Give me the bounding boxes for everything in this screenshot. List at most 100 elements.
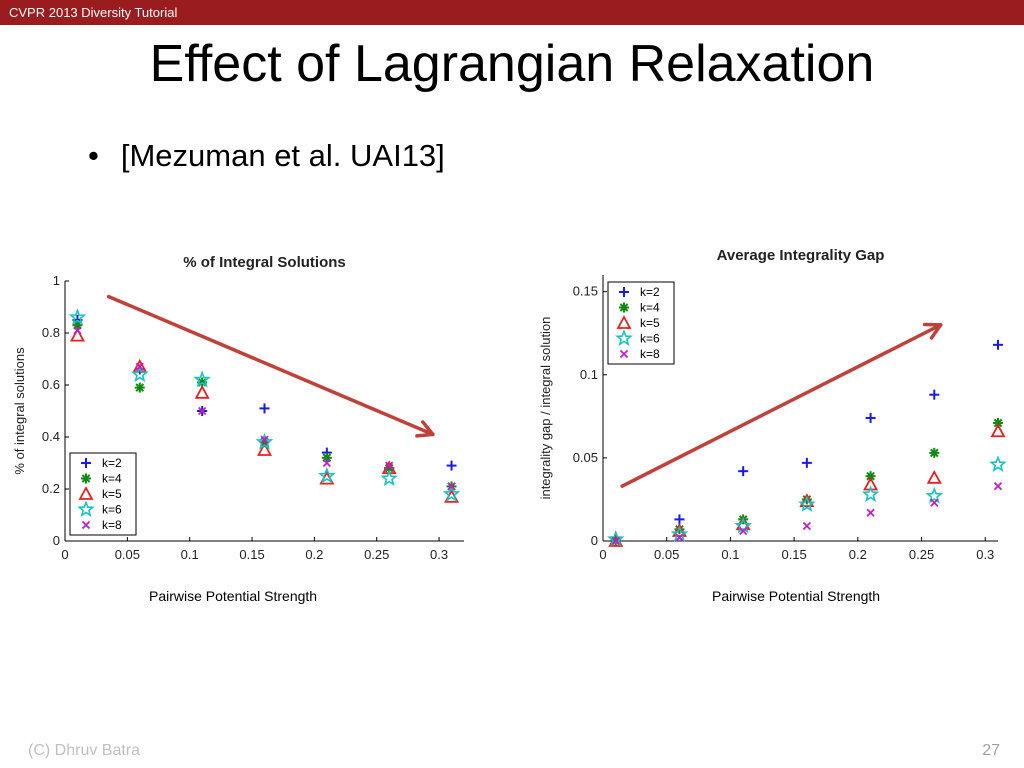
chart2-x-tick-label: 0.15: [781, 547, 806, 562]
chart2-point-k-2: [738, 466, 749, 477]
chart1-x-tick-label: 0: [61, 547, 68, 562]
chart1-y-tick-label: 0.4: [42, 429, 60, 444]
chart1-point-k-5: [194, 384, 210, 399]
chart1-legend-marker-k-6: [77, 500, 95, 517]
chart1-legend-marker-k-2: [81, 458, 91, 468]
chart1-x-tick-label: 0.15: [239, 547, 264, 562]
chart2-point-k-2: [674, 514, 685, 525]
chart2-x-tick-label: 0.05: [654, 547, 679, 562]
chart2-point-k-2: [865, 412, 876, 423]
chart1-legend-marker-k-8: [81, 520, 91, 530]
chart1-point-k-8: [135, 362, 144, 371]
chart1-point-k-8: [198, 406, 207, 416]
chart1-legend-marker-k-5: [78, 486, 94, 500]
chart2-point-k-8: [866, 508, 875, 517]
chart1-legend-label-k-4: k=4: [102, 472, 122, 486]
chart2-x-tick-label: 0.2: [849, 547, 867, 562]
chart1-y-tick-label: 0: [53, 533, 60, 548]
chart2-legend-label-k-5: k=5: [640, 316, 660, 330]
chart1-title: % of Integral Solutions: [183, 254, 346, 271]
chart1-x-tick-label: 0.05: [115, 547, 140, 562]
chart2-point-k-8: [930, 498, 939, 507]
chart2-legend-label-k-6: k=6: [640, 332, 660, 346]
page-number: 27: [982, 742, 1000, 759]
chart2-title: Average Integrality Gap: [717, 247, 885, 264]
chart2-point-k-8: [675, 533, 684, 542]
chart2-point-k-6: [989, 455, 1007, 473]
chart2-x-tick-label: 0.3: [976, 547, 994, 562]
chart1-point-k-8: [260, 435, 269, 444]
chart2-x-tick-label: 0.1: [721, 547, 739, 562]
chart2-legend-label-k-2: k=2: [640, 285, 660, 299]
chart2-legend-label-k-8: k=8: [640, 347, 660, 361]
chart1-point-k-5: [256, 442, 273, 456]
chart2-y-tick-label: 0.15: [573, 284, 598, 299]
chart2-point-k-5: [990, 423, 1006, 438]
chart1-x-tick-label: 0.25: [364, 547, 389, 562]
chart1-x-tick-label: 0.3: [430, 547, 448, 562]
chart1-point-k-6: [318, 466, 336, 484]
chart2-point-k-8: [993, 482, 1003, 491]
chart1-point-k-6: [68, 308, 87, 325]
bullet-item: • [Mezuman et al. UAI13]: [88, 138, 445, 174]
chart2-point-k-6: [734, 516, 752, 534]
chart2-point-k-8: [611, 536, 620, 546]
chart1-point-k-6: [380, 469, 398, 487]
chart2-legend-marker-k-4: [619, 302, 629, 313]
chart1-x-tick-label: 0.1: [181, 547, 199, 562]
footer-author: (C) Dhruv Batra: [28, 742, 141, 759]
bullet-symbol: •: [88, 138, 99, 173]
chart2-xlabel: Pairwise Potential Strength: [712, 588, 881, 604]
chart1-point-k-4: [321, 452, 332, 463]
chart1-point-k-5: [132, 358, 148, 373]
chart-integral-solutions: % of Integral Solutions 0 0.05 0.1 0.15 0.2 0.…: [12, 254, 464, 562]
chart2-y-tick-label: 0.05: [573, 450, 598, 465]
chart1-legend-box: [69, 452, 137, 536]
chart1-y-tick-label: 1: [53, 273, 60, 288]
chart2-point-k-6: [798, 495, 816, 512]
chart1-point-k-2: [446, 460, 457, 471]
chart2-legend: k=2 k=4k=5 k=6k=8: [607, 281, 675, 365]
chart2-trend-arrow: [620, 322, 943, 488]
header-banner: CVPR 2013 Diversity Tutorial: [0, 0, 1024, 25]
chart2-point-k-8: [739, 526, 748, 536]
chart2-legend-marker-k-2: [619, 287, 629, 297]
course-label: CVPR 2013 Diversity Tutorial: [9, 5, 178, 20]
chart1-legend-label-k-6: k=6: [102, 503, 122, 517]
chart1-legend-label-k-8: k=8: [102, 518, 122, 532]
chart2-x-tick-label: 0.25: [909, 547, 934, 562]
chart1-y-tick-label: 0.6: [42, 377, 60, 392]
chart2-legend-marker-k-6: [615, 329, 633, 346]
chart2-y-tick-label: 0: [591, 533, 598, 548]
chart1-point-k-5: [69, 327, 85, 342]
chart1-point-k-8: [73, 326, 82, 335]
chart2-point-k-6: [861, 485, 880, 502]
chart1-point-k-4: [134, 382, 145, 393]
chart1-point-k-8: [385, 461, 394, 470]
chart2-point-k-4: [929, 447, 940, 458]
chart2-point-k-5: [671, 523, 687, 537]
chart1-x-tick-label: 0.2: [305, 547, 323, 562]
chart2-point-k-5: [799, 493, 815, 508]
chart1-y-tick-label: 0.8: [42, 325, 60, 340]
chart1-point-k-6: [131, 365, 149, 383]
chart2-ylabel: integrality gap / integral solution: [538, 317, 553, 500]
chart2-x-tick-label: 0: [599, 547, 606, 562]
chart2-point-k-5: [926, 469, 942, 484]
chart2-point-k-4: [993, 417, 1003, 428]
chart1-point-k-2: [259, 403, 270, 414]
chart2-point-k-4: [865, 471, 876, 482]
chart2-y-tick-label: 0.1: [580, 367, 598, 382]
slide-title: Effect of Lagrangian Relaxation: [149, 35, 875, 93]
chart1-point-k-8: [322, 458, 331, 468]
chart-integrality-gap: Average Integrality Gap 0 0.05 0.1 0.15 0.2 0.…: [538, 247, 1007, 562]
chart1-point-k-6: [442, 484, 461, 502]
chart2-point-k-2: [993, 339, 1003, 350]
chart2-point-k-6: [925, 486, 944, 504]
chart1-xlabel: Pairwise Potential Strength: [149, 588, 318, 604]
chart2-legend-marker-k-5: [616, 315, 632, 329]
chart2-point-k-2: [801, 457, 812, 468]
chart2-legend-label-k-4: k=4: [640, 301, 660, 315]
chart2-point-k-8: [802, 521, 812, 531]
chart1-point-k-6: [193, 370, 211, 388]
